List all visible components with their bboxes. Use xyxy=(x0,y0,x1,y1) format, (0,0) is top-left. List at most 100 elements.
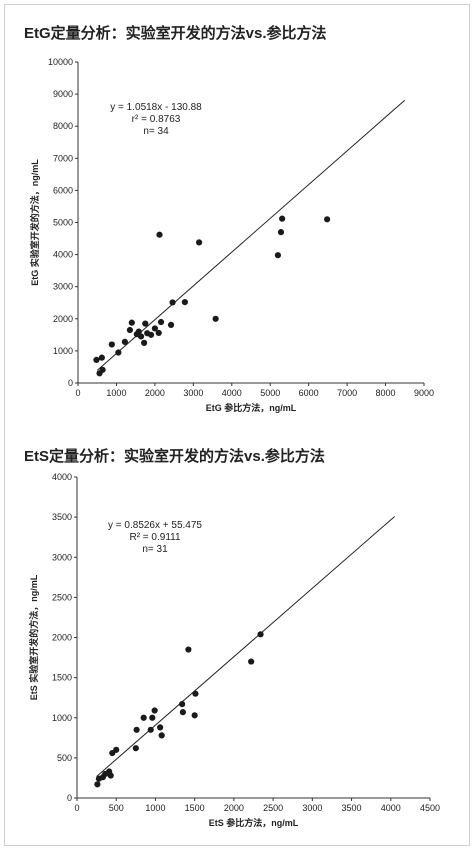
etg-data-point xyxy=(167,321,175,328)
etg-annotation: y = 1.0518x - 130.88 xyxy=(110,102,202,113)
etg-x-axis-label: EtG 参比方法，ng/mL xyxy=(206,402,297,413)
etg-data-point xyxy=(279,215,286,222)
etg-y-tick-label: 8000 xyxy=(53,121,73,131)
ets-y-tick-label: 3000 xyxy=(52,552,72,562)
ets-x-tick-label: 0 xyxy=(74,803,79,813)
ets-y-tick-label: 3500 xyxy=(52,512,72,522)
etg-data-point xyxy=(121,338,129,346)
ets-y-tick-label: 0 xyxy=(67,793,72,803)
ets-y-tick-label: 500 xyxy=(57,753,72,763)
etg-y-tick-label: 0 xyxy=(68,378,73,388)
etg-x-tick-label: 1000 xyxy=(106,388,126,398)
etg-chart-title: EtG定量分析：实验室开发的方法vs.参比方法 xyxy=(24,25,327,42)
ets-x-tick-label: 1000 xyxy=(145,803,165,813)
etg-data-point xyxy=(99,366,106,373)
ets-x-tick-label: 4000 xyxy=(381,803,401,813)
etg-scatter-plot: 0 1000 2000 3000 4000 5000 6000 7000 8000 9000 0 10… xyxy=(29,57,434,413)
etg-y-axis-label: EtG 实验室开发的方法，ng/mL xyxy=(29,159,40,286)
etg-data-point xyxy=(155,329,162,337)
ets-y-tick-label: 1500 xyxy=(52,673,72,683)
etg-data-point xyxy=(135,328,142,335)
ets-annotation: n= 31 xyxy=(142,544,168,555)
etg-data-point xyxy=(324,216,331,223)
ets-x-tick-label: 2500 xyxy=(263,803,283,813)
etg-x-tick-label: 8000 xyxy=(376,388,396,398)
etg-x-tick-label: 6000 xyxy=(299,388,319,398)
ets-x-tick-label: 3000 xyxy=(302,803,322,813)
ets-data-point xyxy=(107,772,114,779)
ets-fit-line xyxy=(96,516,396,777)
etg-y-tick-label: 10000 xyxy=(48,57,73,67)
etg-y-tick-label: 2000 xyxy=(53,314,73,324)
ets-x-tick-label: 3500 xyxy=(342,803,362,813)
etg-data-point xyxy=(277,229,285,236)
etg-data-point xyxy=(156,231,163,238)
etg-y-tick-label: 3000 xyxy=(53,282,73,292)
etg-chart-panel: EtG定量分析：实验室开发的方法vs.参比方法 0 1000 2000 3000 400… xyxy=(24,25,434,413)
ets-y-tick-label: 4000 xyxy=(52,472,72,482)
etg-data-point xyxy=(196,239,203,246)
ets-data-point xyxy=(158,732,165,739)
etg-data-point xyxy=(169,299,176,306)
etg-data-point xyxy=(151,325,158,332)
ets-x-tick-label: 4500 xyxy=(420,803,440,813)
ets-y-tick-label: 2000 xyxy=(52,633,72,643)
ets-scatter-plot: 0 500 1000 1500 2000 2500 3000 3500 4000 4500 0 500… xyxy=(28,472,440,828)
etg-x-tick-label: 5000 xyxy=(260,388,280,398)
etg-x-tick-label: 4000 xyxy=(222,388,242,398)
etg-data-point xyxy=(181,299,188,306)
ets-data-point xyxy=(191,712,198,719)
etg-data-point xyxy=(147,331,155,338)
ets-data-point xyxy=(94,781,101,788)
etg-data-point xyxy=(98,354,105,361)
etg-x-tick-label: 9000 xyxy=(414,388,434,398)
ets-y-tick-label: 1000 xyxy=(52,713,72,723)
etg-x-tick-label: 7000 xyxy=(337,388,357,398)
etg-data-point xyxy=(274,252,282,259)
etg-annotation: r² = 0.8763 xyxy=(132,114,181,125)
ets-data-point xyxy=(157,724,164,731)
ets-x-axis-label: EtS 参比方法，ng/mL xyxy=(209,817,299,828)
etg-fit-line xyxy=(96,99,406,371)
ets-data-point xyxy=(140,714,147,721)
figure-frame xyxy=(4,4,470,846)
ets-data-point xyxy=(113,746,120,753)
etg-y-tick-label: 7000 xyxy=(53,153,73,163)
etg-data-point xyxy=(137,333,145,340)
etg-y-tick-label: 6000 xyxy=(53,185,73,195)
ets-y-axis-label: EtS 实验室开发的方法，ng/mL xyxy=(28,574,39,700)
ets-x-tick-label: 1500 xyxy=(185,803,205,813)
etg-data-point xyxy=(212,315,219,322)
ets-y-tick-label: 2500 xyxy=(52,592,72,602)
etg-data-point xyxy=(108,341,115,348)
ets-data-point xyxy=(147,726,154,733)
etg-y-tick-label: 1000 xyxy=(53,346,73,356)
ets-annotation: R² = 0.9111 xyxy=(129,532,180,543)
ets-data-point xyxy=(257,631,264,638)
etg-x-tick-label: 0 xyxy=(75,388,80,398)
ets-data-point xyxy=(149,714,156,721)
ets-annotation: y = 0.8526x + 55.475 xyxy=(108,520,202,531)
ets-data-point xyxy=(192,690,199,697)
ets-data-point xyxy=(179,709,186,716)
ets-data-point xyxy=(248,658,255,665)
etg-y-tick-label: 5000 xyxy=(53,218,73,228)
ets-x-tick-label: 2000 xyxy=(224,803,244,813)
ets-data-point xyxy=(133,726,140,733)
ets-chart-title: EtS定量分析：实验室开发的方法vs.参比方法 xyxy=(24,448,325,465)
etg-data-point xyxy=(142,320,149,327)
etg-data-point xyxy=(93,356,100,363)
etg-x-tick-label: 2000 xyxy=(145,388,165,398)
etg-y-tick-label: 4000 xyxy=(53,250,73,260)
etg-data-point xyxy=(115,349,122,356)
etg-x-tick-label: 3000 xyxy=(183,388,203,398)
ets-chart-panel: EtS定量分析：实验室开发的方法vs.参比方法 0 500 1000 1500 2000… xyxy=(0,425,474,850)
etg-y-tick-label: 9000 xyxy=(53,89,73,99)
etg-data-point xyxy=(128,319,135,326)
ets-data-point xyxy=(151,707,158,714)
etg-data-point xyxy=(141,339,148,346)
ets-data-point xyxy=(132,745,139,752)
ets-data-point xyxy=(179,701,186,708)
ets-x-tick-label: 500 xyxy=(109,803,124,813)
ets-data-point xyxy=(185,646,192,653)
